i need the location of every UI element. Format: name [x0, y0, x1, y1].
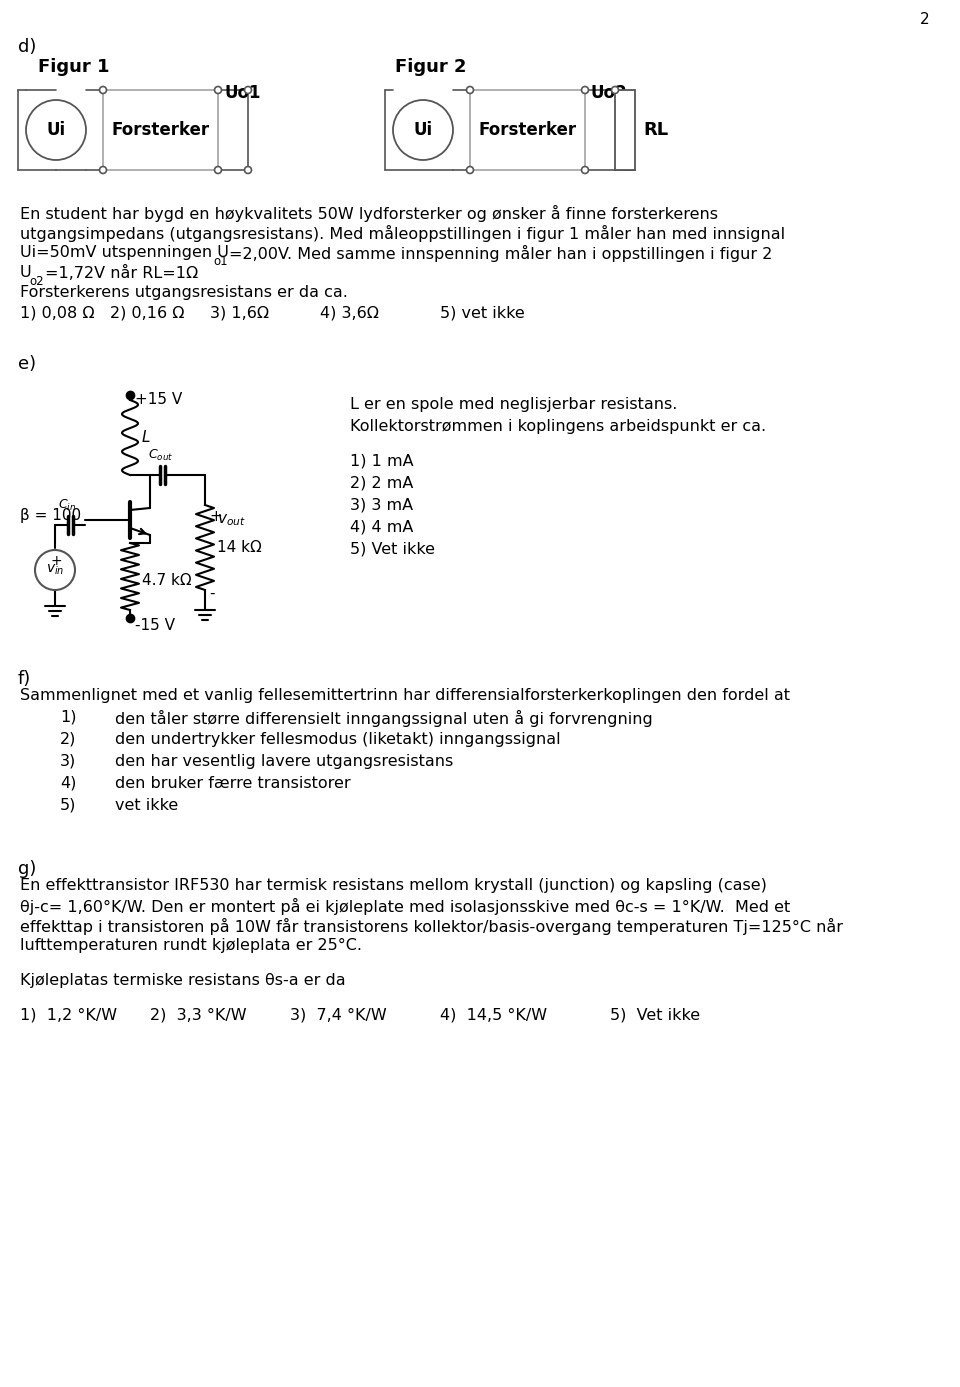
Text: f): f) [18, 670, 32, 688]
Text: effekttap i transistoren på 10W får transistorens kollektor/basis-overgang tempe: effekttap i transistoren på 10W får tran… [20, 918, 843, 935]
Text: 1)  1,2 °K/W: 1) 1,2 °K/W [20, 1008, 117, 1024]
Circle shape [467, 86, 473, 93]
Text: d): d) [18, 37, 36, 55]
Text: =2,00V. Med samme innspenning måler han i oppstillingen i figur 2: =2,00V. Med samme innspenning måler han … [229, 245, 773, 262]
Text: 3) 3 mA: 3) 3 mA [350, 498, 413, 513]
Text: lufttemperaturen rundt kjøleplata er 25°C.: lufttemperaturen rundt kjøleplata er 25°… [20, 938, 362, 953]
Text: Ui: Ui [46, 121, 65, 139]
Text: 1) 0,08 Ω: 1) 0,08 Ω [20, 305, 95, 320]
Text: β = 100: β = 100 [20, 508, 82, 523]
Text: Forsterker: Forsterker [111, 121, 209, 139]
Circle shape [612, 86, 618, 93]
Text: Forsterker: Forsterker [478, 121, 577, 139]
Text: 1): 1) [60, 710, 77, 725]
Text: 4) 3,6Ω: 4) 3,6Ω [320, 305, 379, 320]
Text: 5) vet ikke: 5) vet ikke [440, 305, 525, 320]
Circle shape [467, 166, 473, 173]
Text: =1,72V når RL=1Ω: =1,72V når RL=1Ω [45, 265, 199, 282]
Text: L: L [142, 430, 151, 445]
Circle shape [245, 86, 252, 93]
Circle shape [214, 166, 222, 173]
Text: vet ikke: vet ikke [115, 798, 179, 813]
Text: g): g) [18, 860, 36, 878]
Bar [470, 90, 585, 171]
Text: Ui=50mV utspenningen U: Ui=50mV utspenningen U [20, 245, 228, 259]
Text: 5) Vet ikke: 5) Vet ikke [350, 542, 435, 558]
Text: 4.7 kΩ: 4.7 kΩ [142, 573, 192, 588]
Circle shape [26, 100, 86, 160]
Text: $C_{in}$: $C_{in}$ [58, 498, 76, 513]
Text: $v_{out}$: $v_{out}$ [217, 512, 246, 528]
Text: den undertrykker fellesmodus (liketakt) inngangssignal: den undertrykker fellesmodus (liketakt) … [115, 732, 561, 748]
Text: +15 V: +15 V [135, 393, 182, 406]
Text: En student har bygd en høykvalitets 50W lydforsterker og ønsker å finne forsterk: En student har bygd en høykvalitets 50W … [20, 205, 718, 222]
Text: RL: RL [643, 121, 668, 139]
Text: 4) 4 mA: 4) 4 mA [350, 520, 414, 535]
Text: 2)  3,3 °K/W: 2) 3,3 °K/W [150, 1008, 247, 1024]
Bar [615, 90, 635, 171]
Text: o2: o2 [29, 275, 43, 288]
Text: 2) 2 mA: 2) 2 mA [350, 476, 414, 491]
Circle shape [100, 166, 107, 173]
Text: Figur 1: Figur 1 [38, 58, 109, 76]
Circle shape [245, 166, 252, 173]
Text: den tåler større differensielt inngangssignal uten å gi forvrengning: den tåler større differensielt inngangss… [115, 710, 653, 727]
Circle shape [35, 551, 75, 589]
Text: e): e) [18, 355, 36, 373]
Text: 3)  7,4 °K/W: 3) 7,4 °K/W [290, 1008, 387, 1024]
Text: 5): 5) [60, 798, 77, 813]
Text: den bruker færre transistorer: den bruker færre transistorer [115, 775, 350, 791]
Text: utgangsimpedans (utgangsresistans). Med måleoppstillingen i figur 1 måler han me: utgangsimpedans (utgangsresistans). Med … [20, 225, 785, 241]
Text: +: + [50, 553, 61, 569]
Text: 5)  Vet ikke: 5) Vet ikke [610, 1008, 700, 1024]
Text: 2: 2 [920, 12, 929, 26]
Circle shape [214, 86, 222, 93]
Text: +: + [209, 509, 222, 524]
Text: Forsterkerens utgangsresistans er da ca.: Forsterkerens utgangsresistans er da ca. [20, 284, 348, 300]
Circle shape [393, 100, 453, 160]
Text: $C_{out}$: $C_{out}$ [148, 448, 174, 463]
Text: 1) 1 mA: 1) 1 mA [350, 454, 414, 469]
Text: En effekttransistor IRF530 har termisk resistans mellom krystall (junction) og k: En effekttransistor IRF530 har termisk r… [20, 878, 767, 893]
Text: 4)  14,5 °K/W: 4) 14,5 °K/W [440, 1008, 547, 1024]
Text: θj-c= 1,60°K/W. Den er montert på ei kjøleplate med isolasjonsskive med θc-s = 1: θj-c= 1,60°K/W. Den er montert på ei kjø… [20, 897, 790, 915]
Text: -15 V: -15 V [135, 619, 175, 632]
Circle shape [582, 86, 588, 93]
Text: Kjøleplatas termiske resistans θs-a er da: Kjøleplatas termiske resistans θs-a er d… [20, 974, 346, 988]
Text: Sammenlignet med et vanlig fellesemittertrinn har differensialforsterkerkoplinge: Sammenlignet med et vanlig fellesemitter… [20, 688, 790, 703]
Text: o1: o1 [213, 255, 228, 268]
Text: Uo1: Uo1 [224, 85, 260, 103]
Text: Ui: Ui [414, 121, 433, 139]
Text: $v_{in}$: $v_{in}$ [46, 563, 64, 577]
Text: Uo2: Uo2 [591, 85, 628, 103]
Circle shape [582, 166, 588, 173]
Text: 2) 0,16 Ω: 2) 0,16 Ω [110, 305, 184, 320]
Text: -: - [209, 585, 214, 601]
Text: Figur 2: Figur 2 [395, 58, 467, 76]
Text: Kollektorstrømmen i koplingens arbeidspunkt er ca.: Kollektorstrømmen i koplingens arbeidspu… [350, 419, 766, 434]
Text: 2): 2) [60, 732, 77, 748]
Text: den har vesentlig lavere utgangsresistans: den har vesentlig lavere utgangsresistan… [115, 755, 453, 768]
Bar [103, 90, 218, 171]
Text: 3) 1,6Ω: 3) 1,6Ω [210, 305, 269, 320]
Text: 3): 3) [60, 755, 76, 768]
Text: 14 kΩ: 14 kΩ [217, 540, 262, 555]
Text: U: U [20, 265, 32, 280]
Text: L er en spole med neglisjerbar resistans.: L er en spole med neglisjerbar resistans… [350, 397, 678, 412]
Text: 4): 4) [60, 775, 77, 791]
Circle shape [100, 86, 107, 93]
